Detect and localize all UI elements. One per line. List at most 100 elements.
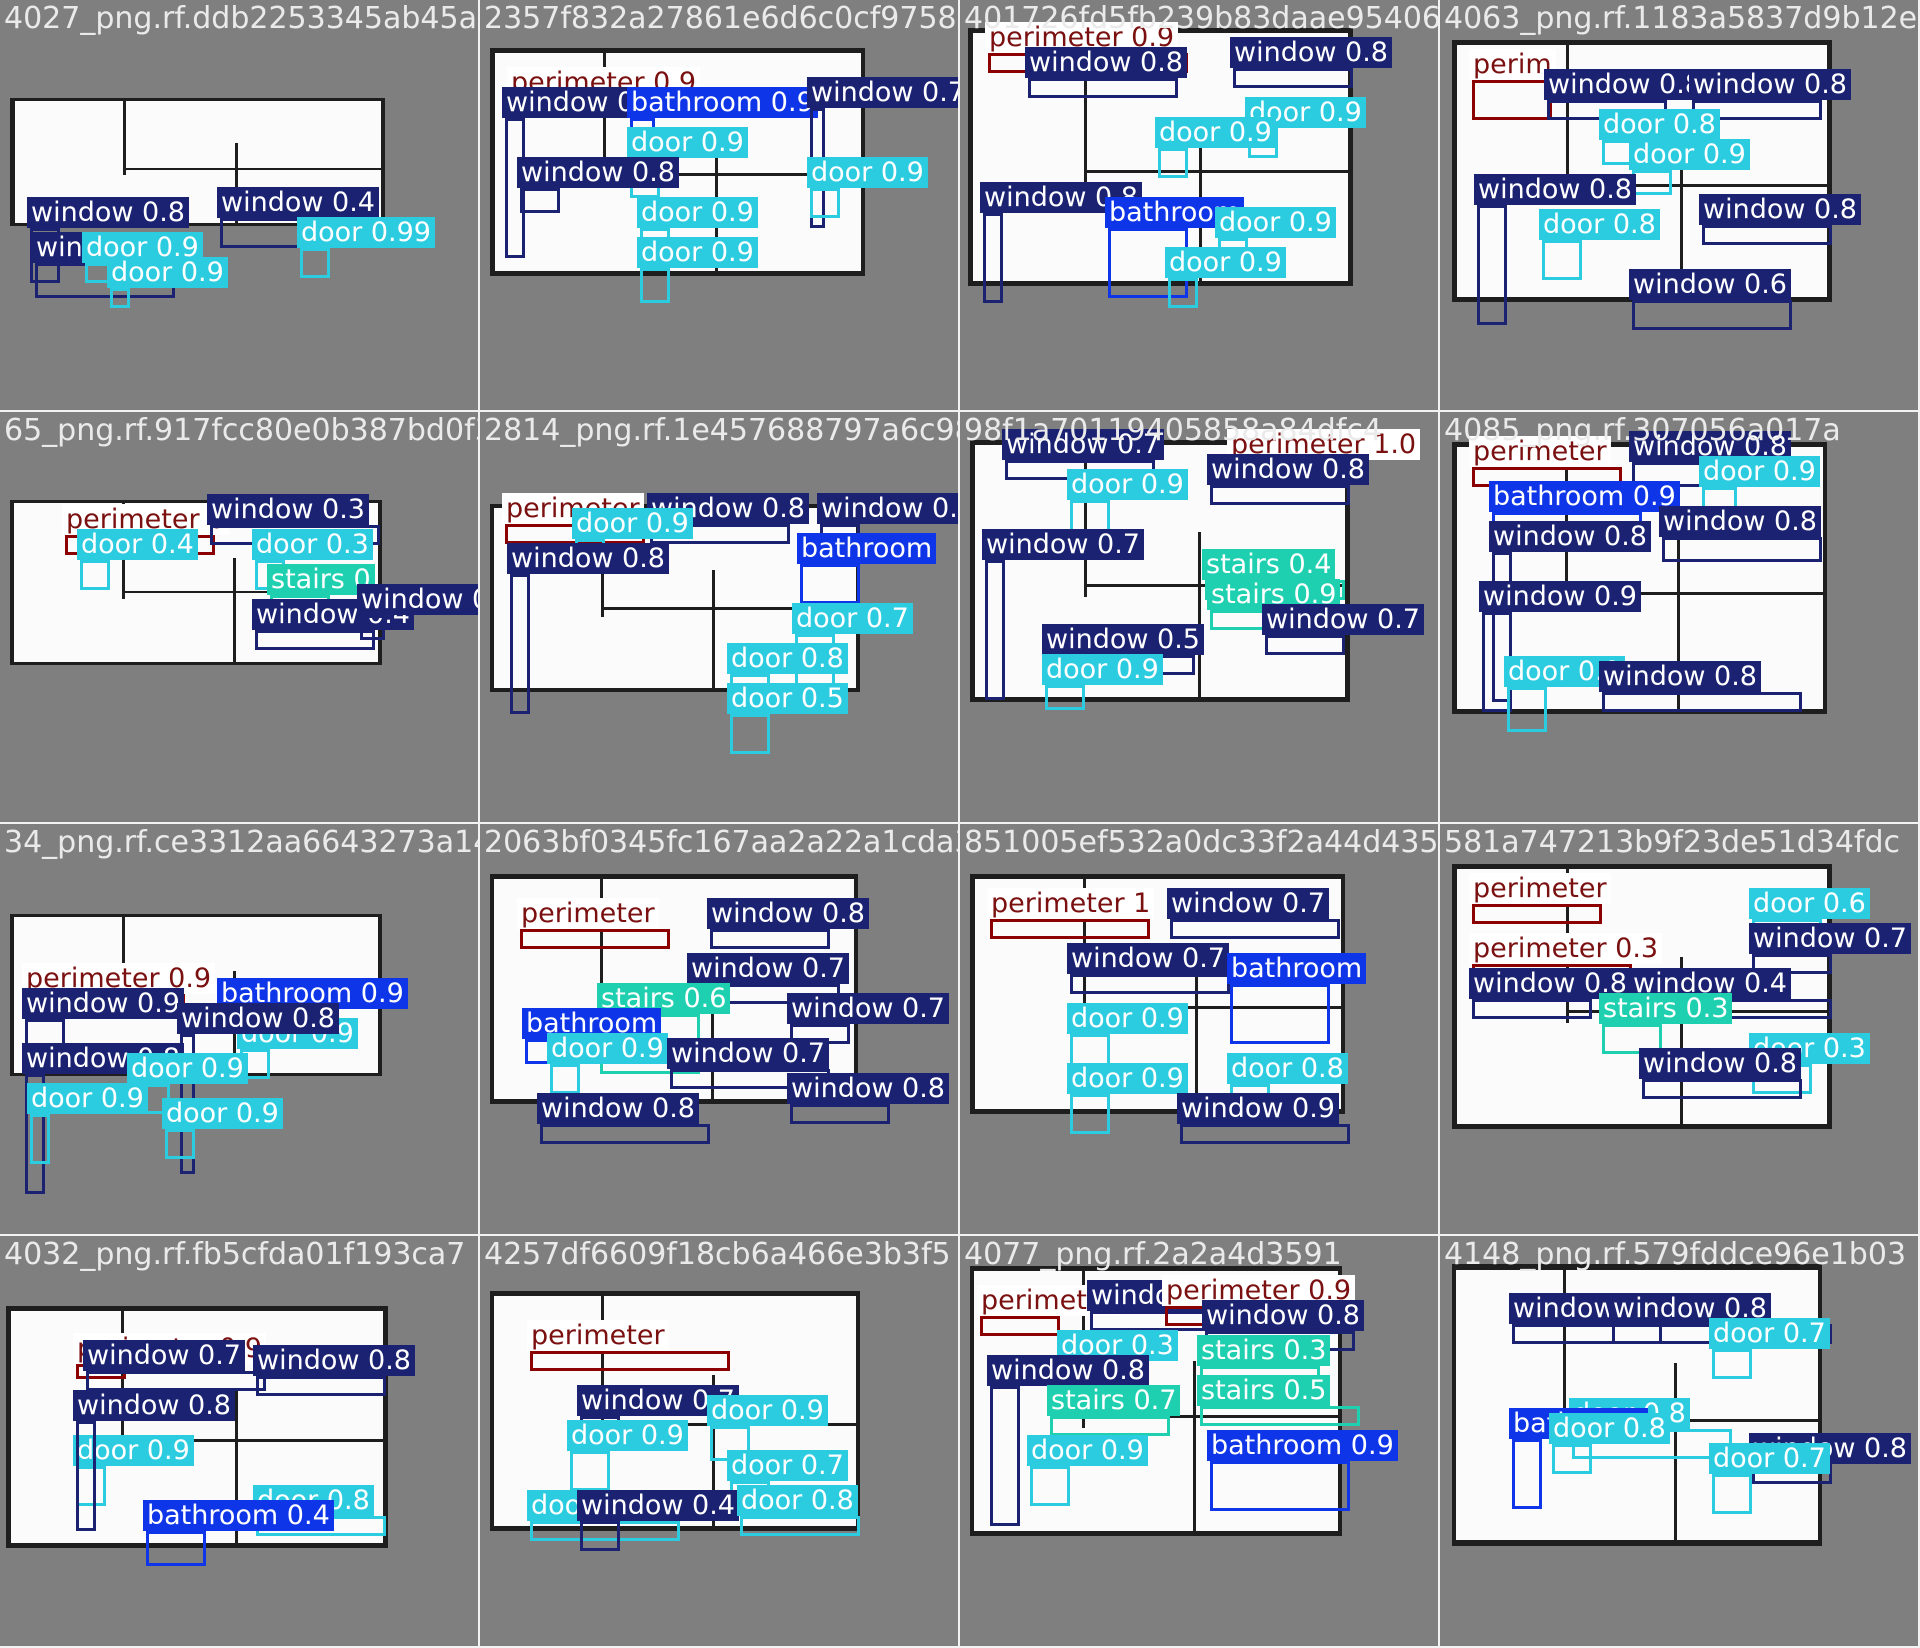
plan-wall <box>122 98 126 175</box>
plan-wall <box>968 280 1353 286</box>
bounding-box <box>1662 537 1822 562</box>
detection-label-text: stairs 0 <box>271 564 371 595</box>
plan-wall <box>383 1306 388 1548</box>
detection-label-text: window 0.8 <box>1643 1048 1797 1079</box>
bounding-box <box>1210 485 1350 505</box>
tile-filename: 401726fd5fb239b83daae9540633159c1183a583… <box>964 1 1440 36</box>
door-detection: door 0.3 <box>252 529 373 590</box>
result-tile: 2063bf0345fc167aa2a22a1cda3c851005ef532a… <box>480 824 960 1236</box>
detection-label-text: door 0.8 <box>1603 109 1716 140</box>
detection-label-text: window 0.8 <box>541 1093 695 1124</box>
tile-filename: 4032_png.rf.fb5cfda01f193ca7 <box>4 1237 466 1272</box>
perimeter-detection: perimeter 1 <box>987 888 1155 939</box>
tile-filename: 98f1a70119405858a84dfc4 <box>964 413 1382 448</box>
detection-label: window 0.8 <box>1659 506 1821 537</box>
plan-wall <box>490 1291 860 1296</box>
plan-wall <box>10 500 15 665</box>
plan-wall <box>121 914 125 1012</box>
bounding-box <box>740 1516 860 1536</box>
detection-label-text: door 0.7 <box>1713 1318 1826 1349</box>
detection-label: bathroom 0.9 <box>1207 1430 1398 1461</box>
detection-label-text: door 0.9 <box>576 508 689 539</box>
detection-label: stairs 0.7 <box>1047 1385 1181 1416</box>
detection-label: window 0.8 <box>73 1390 235 1421</box>
detection-label: stairs 0.4 <box>1202 549 1336 580</box>
bounding-box <box>1552 1444 1592 1474</box>
detection-label: door 0.8 <box>737 1485 858 1516</box>
door-detection: door 0.7 <box>1709 1318 1830 1379</box>
detection-label-text: window 0.7 <box>1266 604 1420 635</box>
detection-label: door 0.9 <box>572 508 693 539</box>
door-detection: door 0.9 <box>807 157 928 218</box>
detection-label-text: door 0.9 <box>1633 139 1746 170</box>
bounding-box <box>990 1386 1020 1526</box>
bounding-box <box>1170 919 1340 939</box>
detection-label-text: window 0.6 <box>1633 269 1787 300</box>
detection-label: door 0.9 <box>627 127 748 158</box>
detection-label: door 0.8 <box>1549 1413 1670 1444</box>
tile-filename: 4063_png.rf.1183a5837d9b12e <box>1444 1 1918 36</box>
detection-label: bathroom <box>797 533 937 564</box>
plan-wall <box>490 504 495 692</box>
plan-wall <box>712 569 715 692</box>
plan-wall <box>970 1530 1342 1536</box>
perimeter-detection: perimeter <box>977 1285 1119 1336</box>
plan-wall <box>121 590 382 593</box>
plan-wall <box>1084 440 1088 598</box>
detection-label-text: window 0.8 <box>1703 194 1857 225</box>
plan-wall <box>1566 184 1832 188</box>
detection-label: window 0.8 <box>1025 47 1187 78</box>
detection-label-text: door 0.8 <box>1553 1413 1666 1444</box>
window-detection: window 0.8 <box>987 1355 1149 1526</box>
detection-label-text: bathroom 0.9 <box>1211 1430 1394 1461</box>
detection-label: window 0.8 <box>1639 1048 1801 1079</box>
detection-label: perimeter <box>1469 436 1611 467</box>
detection-label: window 0.8 <box>27 197 189 228</box>
result-tile: 4077_png.rf.2a2a4d3591 perimeter window 0.… <box>960 1236 1440 1648</box>
detection-label-text: door 0.9 <box>1046 654 1159 685</box>
bounding-box <box>86 1371 266 1391</box>
detection-label: door 0.9 <box>1629 139 1750 170</box>
bounding-box <box>146 1531 206 1566</box>
tile-filename: 4085_png.rf.307056a017a <box>1444 413 1841 448</box>
detection-label-text: door 0.6 <box>1753 888 1866 919</box>
detection-label: window 0.7 <box>687 953 849 984</box>
detection-label: door 0.9 <box>1042 654 1163 685</box>
detection-label-text: door 0.9 <box>111 257 224 288</box>
bounding-box <box>1168 278 1198 308</box>
bounding-box <box>25 1074 45 1194</box>
detection-label: door 0.9 <box>1165 247 1286 278</box>
bounding-box <box>1070 974 1230 994</box>
bounding-box <box>985 560 1005 700</box>
detection-label: window 0.4 <box>577 1490 739 1521</box>
plan-wall <box>490 271 865 276</box>
bounding-box <box>1233 68 1353 88</box>
detection-label: window 0.7 <box>1067 943 1229 974</box>
window-detection: window 0.7 <box>1067 943 1230 994</box>
window-detection: window 0.8 <box>707 898 869 949</box>
detection-label-text: door 0.9 <box>1159 117 1272 148</box>
plan-wall <box>235 1390 239 1548</box>
detection-label-text: window 0.8 <box>791 1073 945 1104</box>
detection-label: window 0.7 <box>1262 604 1424 635</box>
plan-wall <box>1674 1362 1677 1546</box>
bounding-box <box>1200 1406 1360 1426</box>
bounding-box <box>110 288 130 308</box>
plan-wall <box>1452 40 1457 302</box>
bathroom-detection: bathroom 0.9 <box>627 87 818 178</box>
door-detection: door 0.9 <box>162 1098 283 1159</box>
bounding-box <box>570 1451 610 1491</box>
detection-label: door 0.9 <box>807 157 928 188</box>
window-detection: window 0.7 <box>1262 604 1424 655</box>
tile-filename: 2814_png.rf.1e457688797a6c98f1a701194058… <box>484 413 958 448</box>
detection-label: bathroom 0.9 <box>1489 481 1680 512</box>
plan-wall <box>970 1266 1342 1272</box>
detection-label: window 0.8 <box>1202 1300 1364 1331</box>
bounding-box <box>790 1104 890 1124</box>
detection-label-text: door 0.9 <box>1703 456 1816 487</box>
detection-label-text: perimeter <box>521 898 655 929</box>
door-detection: door 0.9 <box>107 257 228 308</box>
detection-label: perimeter <box>517 898 659 929</box>
detection-label: door 0.9 <box>1699 456 1820 487</box>
